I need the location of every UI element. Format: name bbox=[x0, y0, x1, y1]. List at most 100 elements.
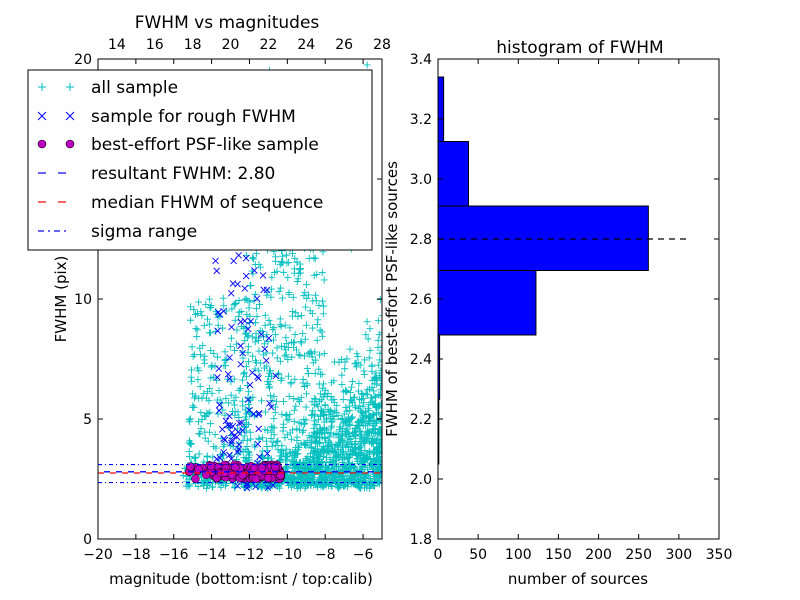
data-point-all-sample bbox=[318, 457, 326, 465]
x-tick-label: 350 bbox=[706, 547, 733, 563]
data-point-all-sample bbox=[376, 296, 382, 304]
data-point-rough-fwhm bbox=[242, 272, 250, 280]
data-point-rough-fwhm bbox=[255, 411, 262, 418]
legend-entry-psf-like: best-effort PSF-like sample bbox=[37, 135, 319, 155]
data-point-rough-fwhm bbox=[226, 412, 233, 420]
data-point-all-sample bbox=[352, 432, 360, 440]
data-point-all-sample bbox=[260, 340, 268, 348]
histogram-xlabel: number of sources bbox=[508, 570, 648, 588]
data-point-all-sample bbox=[300, 292, 308, 300]
histogram-title: histogram of FWHM bbox=[496, 38, 663, 58]
data-point-all-sample bbox=[255, 367, 263, 375]
data-point-all-sample bbox=[198, 394, 206, 402]
data-point-all-sample bbox=[299, 330, 307, 338]
y-tick-label: 2.4 bbox=[410, 352, 432, 368]
data-point-all-sample bbox=[284, 274, 292, 282]
data-point-psf-like bbox=[230, 462, 240, 472]
data-point-all-sample bbox=[291, 330, 299, 338]
data-point-rough-fwhm bbox=[247, 318, 255, 325]
data-point-all-sample bbox=[192, 453, 200, 461]
data-point-all-sample bbox=[252, 330, 260, 338]
data-point-all-sample bbox=[315, 380, 323, 388]
data-point-all-sample bbox=[196, 383, 204, 391]
legend-entry-rough-fwhm: sample for rough FWHM bbox=[37, 107, 296, 127]
data-point-all-sample bbox=[378, 423, 382, 431]
data-point-all-sample bbox=[368, 394, 376, 402]
legend-entry-all-sample: all sample bbox=[38, 78, 178, 98]
data-point-all-sample bbox=[246, 312, 254, 320]
data-point-all-sample bbox=[230, 375, 238, 383]
data-point-all-sample bbox=[211, 430, 219, 438]
data-point-rough-fwhm bbox=[244, 325, 252, 333]
data-point-all-sample bbox=[269, 325, 277, 333]
data-point-all-sample bbox=[305, 432, 313, 440]
data-point-all-sample bbox=[190, 306, 198, 314]
data-point-all-sample bbox=[302, 303, 310, 311]
data-point-all-sample bbox=[297, 439, 305, 447]
data-point-all-sample bbox=[355, 379, 363, 387]
data-point-all-sample bbox=[316, 411, 324, 419]
data-point-all-sample bbox=[229, 407, 237, 415]
data-point-all-sample bbox=[347, 447, 355, 455]
data-point-all-sample bbox=[208, 389, 216, 397]
top-x-tick-label: 22 bbox=[259, 37, 277, 53]
data-point-all-sample bbox=[377, 410, 382, 418]
data-point-all-sample bbox=[311, 369, 319, 377]
data-point-all-sample bbox=[261, 311, 269, 319]
scatter-panel: FWHM vs magnitudes −20 −18 −16 −14 −12 −10 −8 −… bbox=[27, 13, 391, 588]
data-point-all-sample bbox=[281, 343, 289, 351]
data-point-rough-fwhm bbox=[255, 374, 262, 382]
data-point-all-sample bbox=[327, 393, 335, 401]
data-point-all-sample bbox=[206, 304, 214, 312]
data-point-all-sample bbox=[371, 429, 379, 437]
data-point-all-sample bbox=[338, 472, 346, 480]
series-psf-like bbox=[98, 460, 382, 484]
data-point-all-sample bbox=[356, 444, 364, 452]
data-point-all-sample bbox=[342, 404, 350, 412]
data-point-all-sample bbox=[343, 355, 351, 363]
data-point-all-sample bbox=[250, 297, 258, 305]
data-point-all-sample bbox=[290, 269, 298, 277]
data-point-all-sample bbox=[293, 346, 301, 354]
data-point-all-sample bbox=[364, 335, 372, 343]
data-point-all-sample bbox=[220, 440, 228, 448]
data-point-rough-fwhm bbox=[235, 441, 243, 448]
data-point-all-sample bbox=[227, 334, 235, 342]
data-point-all-sample bbox=[231, 401, 239, 409]
data-point-all-sample bbox=[201, 428, 209, 436]
data-point-all-sample bbox=[298, 475, 306, 483]
x-tick-label: 150 bbox=[545, 547, 572, 563]
data-point-all-sample bbox=[317, 448, 325, 456]
data-point-all-sample bbox=[321, 391, 329, 399]
data-point-rough-fwhm bbox=[237, 360, 245, 368]
x-tick-label: −14 bbox=[197, 547, 227, 563]
data-point-all-sample bbox=[297, 420, 305, 428]
data-point-all-sample bbox=[255, 301, 263, 309]
data-point-all-sample bbox=[280, 268, 288, 276]
data-point-rough-fwhm bbox=[220, 307, 227, 315]
data-point-all-sample bbox=[346, 406, 354, 414]
data-point-all-sample bbox=[192, 311, 200, 319]
data-point-all-sample bbox=[282, 412, 290, 420]
data-point-all-sample bbox=[195, 450, 203, 458]
data-point-all-sample bbox=[289, 249, 297, 257]
data-point-rough-fwhm bbox=[253, 295, 261, 302]
data-point-all-sample bbox=[273, 344, 281, 352]
data-point-all-sample bbox=[333, 478, 341, 486]
data-point-all-sample bbox=[316, 351, 324, 359]
data-point-rough-fwhm bbox=[244, 396, 252, 403]
data-point-all-sample bbox=[376, 356, 382, 364]
data-point-all-sample bbox=[341, 386, 349, 394]
histogram-bar bbox=[438, 205, 649, 271]
data-point-all-sample bbox=[243, 373, 251, 381]
histogram-plot-area bbox=[438, 76, 689, 465]
data-point-rough-fwhm bbox=[214, 308, 222, 316]
data-point-psf-like bbox=[206, 461, 216, 471]
data-point-all-sample bbox=[239, 370, 247, 378]
data-point-all-sample bbox=[323, 426, 331, 434]
data-point-all-sample bbox=[275, 287, 283, 295]
legend: all sample sample for rough FWHM best-ef… bbox=[27, 69, 373, 251]
data-point-rough-fwhm bbox=[216, 401, 223, 409]
data-point-all-sample bbox=[366, 325, 374, 333]
data-point-all-sample bbox=[361, 446, 369, 454]
